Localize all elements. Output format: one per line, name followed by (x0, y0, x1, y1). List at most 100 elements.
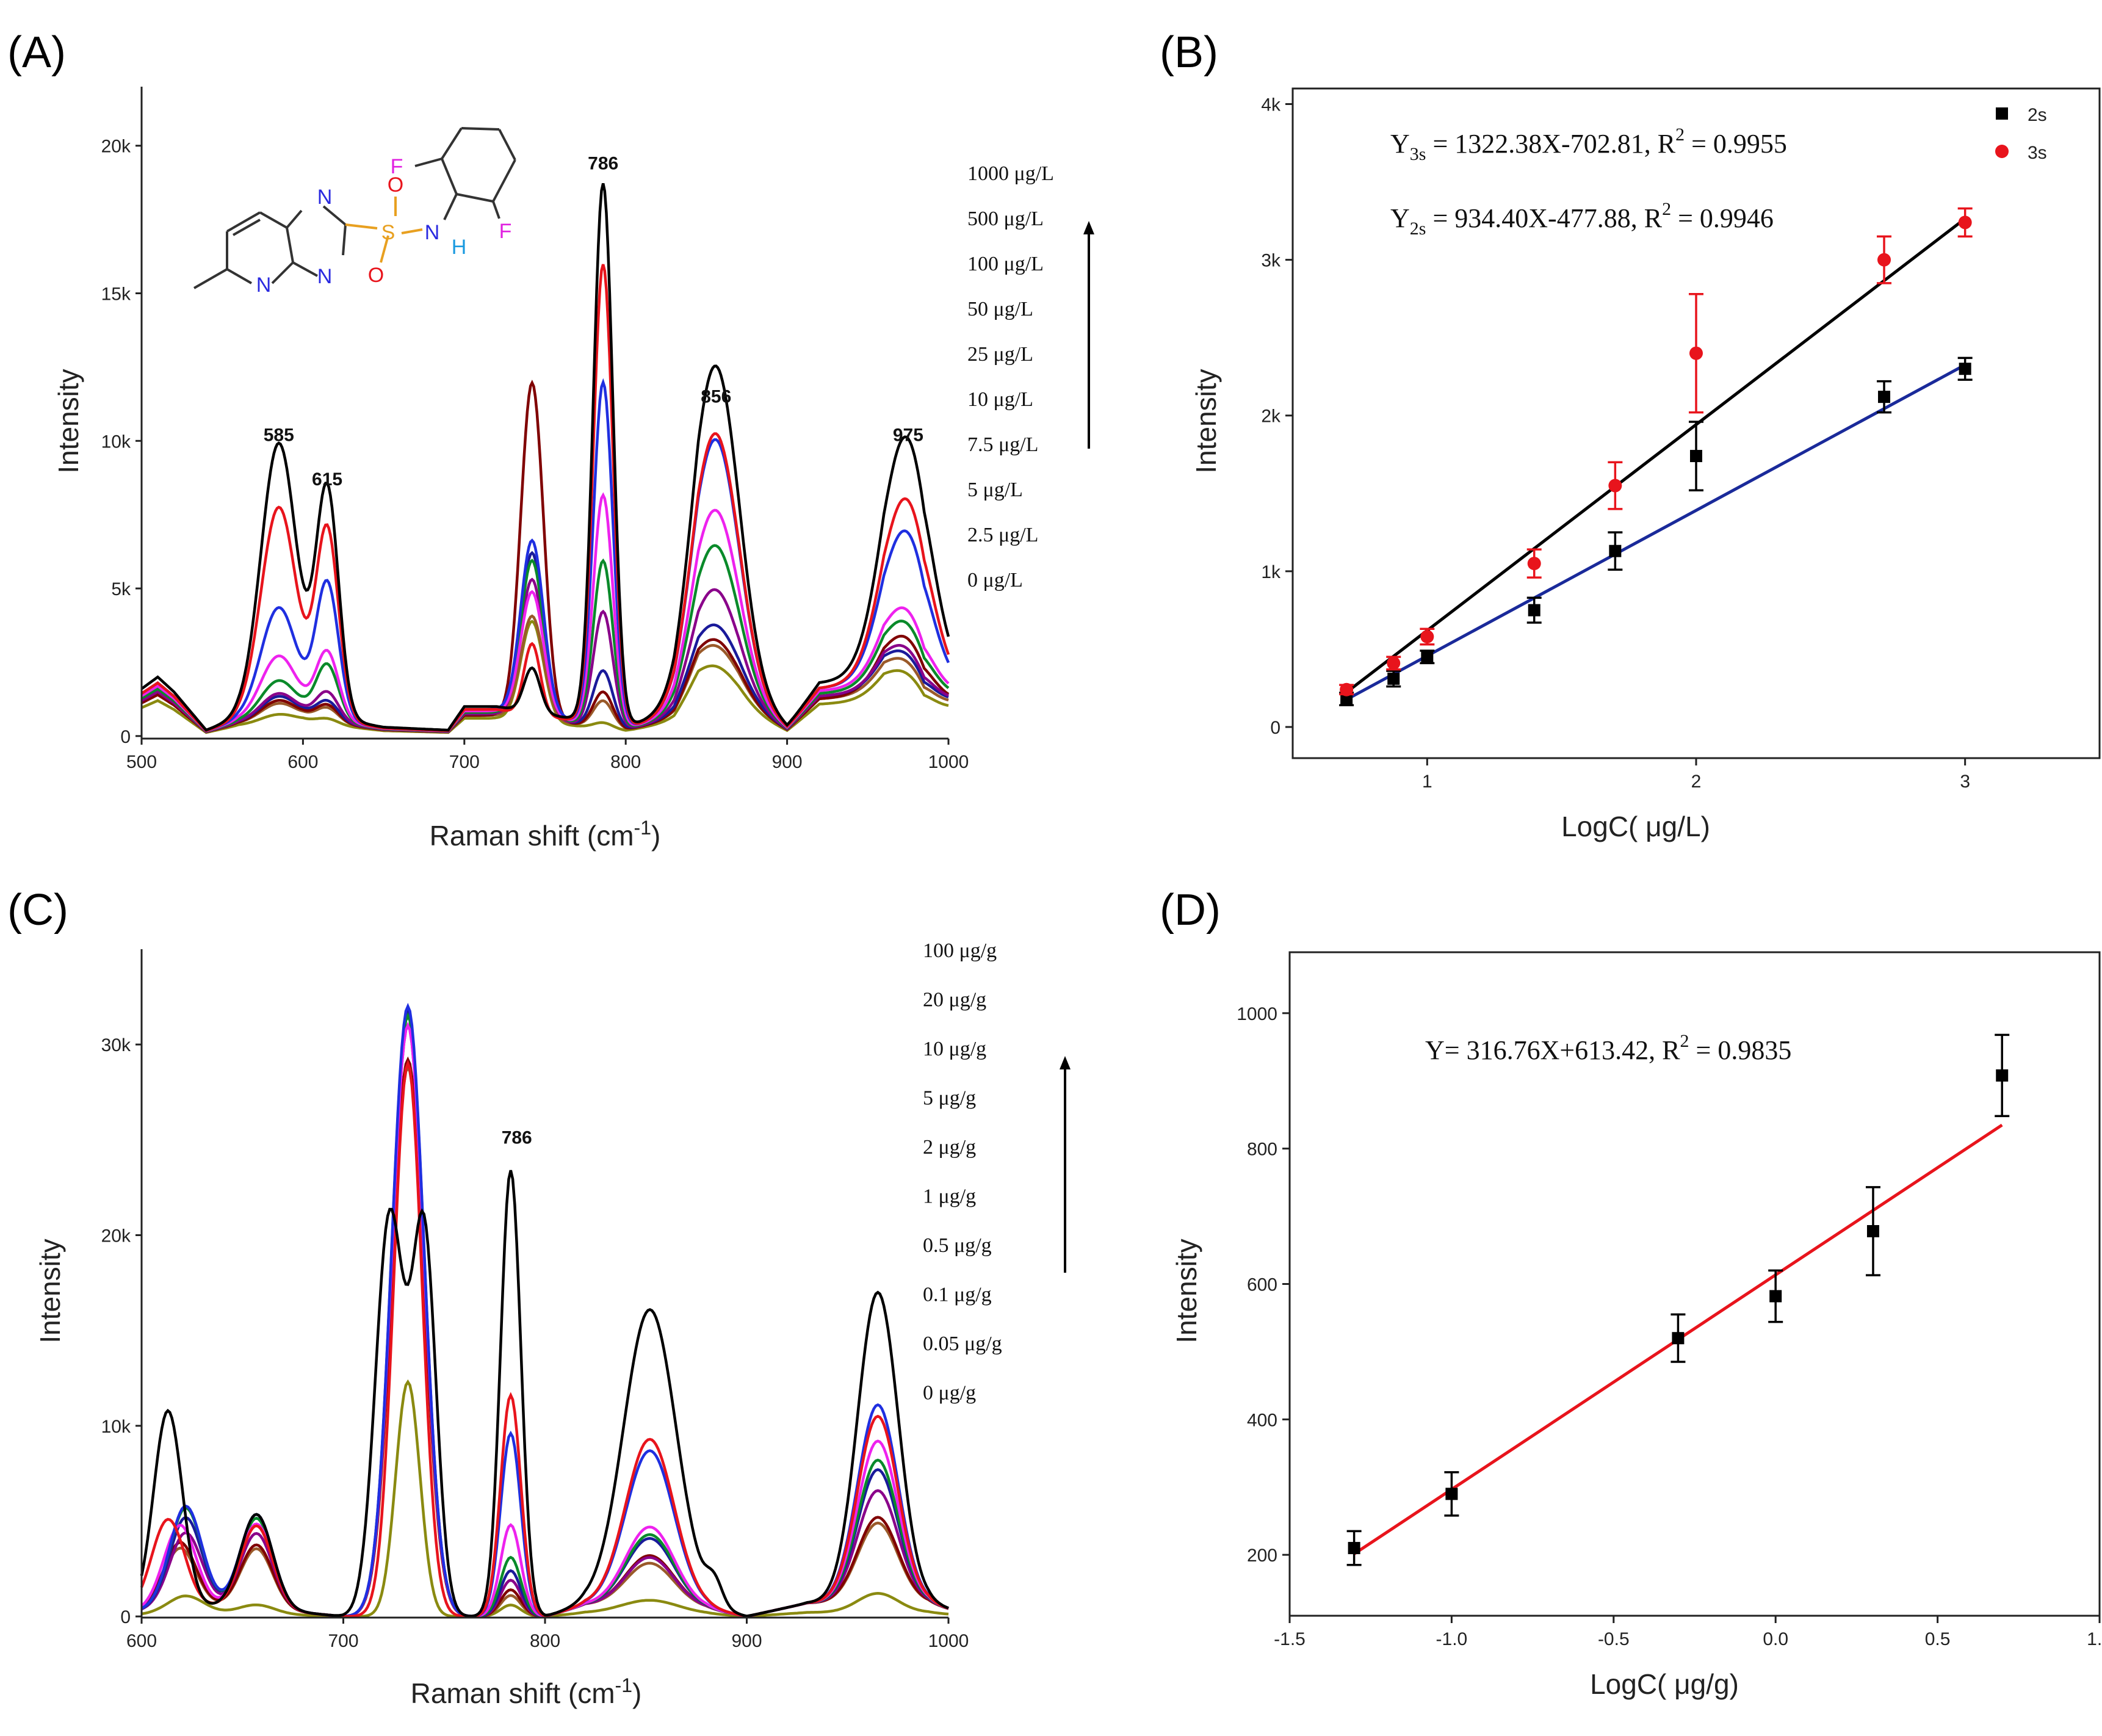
panel-c-ylabel: Intensity (34, 1239, 66, 1343)
spectrum-line-1 (140, 1059, 949, 1618)
panel-a-arrow-head (1083, 221, 1094, 234)
data-point-0-4 (1609, 544, 1622, 557)
panel-c-peak-labels: 786 (502, 1128, 532, 1148)
data-point-1-3 (1527, 557, 1541, 571)
atom-s: S (381, 221, 395, 244)
panel-c-label: (C) (7, 886, 68, 935)
peak-label-4: 975 (893, 425, 923, 445)
atom-o2: O (368, 264, 384, 287)
x-tick-label-0: 500 (126, 752, 157, 772)
atom-f2: F (499, 220, 512, 243)
legend-entry-1: 20 μg/g (923, 989, 986, 1011)
panel-c: (C) 600 700 800 900 1000 0 10k 20k 30k Raman shi… (7, 886, 1071, 1709)
y-tick-label-3: 800 (1247, 1140, 1277, 1160)
peak-label-3: 856 (701, 386, 731, 407)
legend-entry-8: 0.05 μg/g (923, 1333, 1002, 1355)
legend-entry-6: 7.5 μg/L (967, 433, 1038, 456)
panel-a-ticks: 500 600 700 800 900 1000 0 5k 10k 15k 20k (101, 137, 969, 772)
panel-a-spectra (140, 183, 950, 734)
data-point-1-2 (1420, 630, 1434, 644)
y-tick-label-0: 0 (1270, 718, 1280, 738)
data-point-1-0 (1340, 682, 1354, 696)
x-tick-label-3: 800 (610, 752, 641, 772)
data-point-0-2 (1421, 651, 1434, 664)
panel-d-xlabel: LogC( μg/g) (1590, 1668, 1739, 1700)
x-tick-label-0: -1.5 (1274, 1629, 1306, 1649)
data-point-0-0 (1348, 1542, 1360, 1555)
y-tick-label-1: 1k (1261, 562, 1281, 582)
legend-entry-8: 2.5 μg/L (967, 524, 1038, 546)
legend-entry-1: 500 μg/L (967, 208, 1044, 230)
panel-c-spectra (140, 1002, 949, 1618)
y-tick-label-3: 30k (101, 1035, 131, 1055)
data-point-0-1 (1445, 1488, 1458, 1500)
panel-b-equation-2s: Y2s = 934.40X-477.88, R2 = 0.9946 (1390, 199, 1774, 239)
data-point-1-4 (1608, 479, 1622, 493)
panel-b-plot (1339, 207, 1973, 707)
fit-line-0 (1345, 363, 1966, 701)
spectrum-line-0 (140, 183, 950, 732)
x-tick-label-2: 800 (530, 1631, 560, 1651)
panel-a-label: (A) (7, 28, 66, 77)
legend-entry-0: 100 μg/g (923, 939, 997, 962)
y-tick-label-0: 0 (120, 1607, 131, 1627)
data-point-1-6 (1877, 253, 1891, 267)
y-tick-label-1: 400 (1247, 1410, 1277, 1430)
peak-label-0: 786 (502, 1128, 532, 1148)
spectrum-line-0 (140, 1170, 949, 1618)
panel-b-label: (B) (1160, 28, 1218, 77)
data-point-0-2 (1672, 1332, 1685, 1345)
panel-a: (A) 500 600 700 800 900 1000 0 5k 10k 15k 20k Rama… (7, 28, 1094, 852)
legend-entry-9: 0 μg/L (967, 569, 1023, 591)
atom-n4: N (425, 221, 440, 244)
panel-b-xlabel: LogC( μg/L) (1561, 811, 1710, 842)
atom-n2: N (256, 273, 272, 297)
legend-entry-2: 10 μg/g (923, 1038, 986, 1060)
atom-n1: N (317, 186, 333, 209)
x-tick-label-2: -0.5 (1598, 1629, 1630, 1649)
spectrum-line-1 (140, 264, 950, 732)
data-point-1-5 (1689, 346, 1703, 360)
peak-label-1: 615 (312, 469, 342, 490)
spectrum-line-4 (140, 1012, 949, 1618)
atom-o1: O (388, 173, 403, 197)
data-point-0-1 (1387, 672, 1400, 685)
y-tick-label-1: 5k (111, 579, 131, 599)
panel-d-ylabel: Intensity (1171, 1239, 1202, 1343)
legend-entry-0: 1000 μg/L (967, 162, 1054, 185)
legend-entry-3: 50 μg/L (967, 298, 1033, 320)
y-tick-label-0: 0 (120, 727, 131, 747)
panel-b-equation-3s: Y3s = 1322.38X-702.81, R2 = 0.9955 (1390, 125, 1787, 164)
y-tick-label-2: 2k (1261, 407, 1281, 427)
fit-line-1 (1345, 217, 1967, 694)
x-tick-label-4: 0.5 (1925, 1629, 1951, 1649)
legend-entry-4: 2 μg/g (923, 1136, 976, 1159)
x-tick-label-1: -1.0 (1436, 1629, 1468, 1649)
data-point-0-3 (1528, 604, 1540, 617)
x-tick-label-0: 600 (126, 1631, 157, 1651)
panel-c-legend: 100 μg/g 20 μg/g 10 μg/g 5 μg/g 2 μg/g 1 μg/g… (923, 939, 1002, 1405)
legend-entry-6: 0.5 μg/g (923, 1234, 992, 1257)
atom-h: H (452, 236, 467, 259)
legend-entry-4: 25 μg/L (967, 343, 1033, 366)
x-tick-label-1: 600 (287, 752, 318, 772)
atom-n3: N (317, 265, 333, 288)
x-tick-label-4: 900 (772, 752, 803, 772)
panel-b-ylabel: Intensity (1190, 369, 1222, 473)
data-point-1-1 (1387, 656, 1401, 670)
legend-entry-7: 5 μg/L (967, 479, 1023, 501)
molecule-structure: N N N S O O N H F F (193, 127, 516, 297)
data-point-0-5 (1690, 450, 1702, 463)
y-tick-label-2: 600 (1247, 1275, 1277, 1295)
y-tick-label-3: 3k (1261, 251, 1281, 271)
legend-entry-9: 0 μg/g (923, 1382, 976, 1405)
data-point-0-6 (1878, 391, 1891, 403)
legend-entry-7: 0.1 μg/g (923, 1284, 992, 1306)
panel-c-xlabel: Raman shift (cm-1) (411, 1674, 642, 1709)
legend-entry-5: 1 μg/g (923, 1185, 976, 1208)
legend-entry-3: 5 μg/g (923, 1087, 976, 1110)
panel-b: (B) 1 2 3 0 1k 2k 3k 4k Y3s = 1322.38X-702.81, … (1160, 28, 2101, 842)
x-tick-label-5: 1.0 (2087, 1629, 2102, 1649)
x-tick-label-4: 1000 (928, 1631, 969, 1651)
x-tick-label-3: 0.0 (1763, 1629, 1788, 1649)
